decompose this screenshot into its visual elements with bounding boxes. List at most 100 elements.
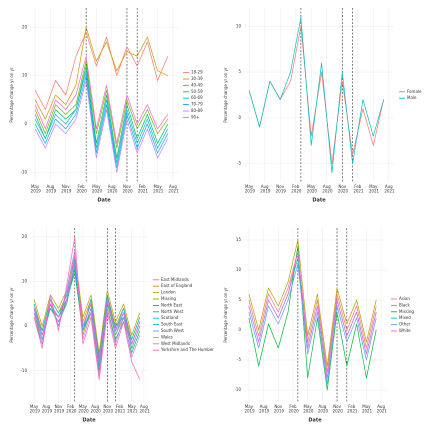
y-tick-label: -10 <box>20 368 27 373</box>
series-line <box>33 272 141 372</box>
x-tick-label: Aug 2021 <box>375 404 387 414</box>
x-tick-label: Nov 2020 <box>121 184 133 194</box>
legend-label: 90+ <box>191 114 199 119</box>
series-line <box>33 263 141 363</box>
legend-label: South East <box>161 322 183 327</box>
y-axis-label: Percentage change yr on yr <box>223 67 228 123</box>
y-tick-label: 0 <box>24 121 27 126</box>
x-tick-label: Nov 2019 <box>60 184 72 194</box>
series-line <box>33 236 141 381</box>
legend-label: Mixed <box>399 315 411 320</box>
legend-label: North East <box>161 302 183 307</box>
legend-label: 40-49 <box>191 82 203 87</box>
legend-label: Missing <box>399 309 414 314</box>
legend-label: 80-89 <box>191 108 203 113</box>
legend-label: Missing <box>161 296 176 301</box>
y-tick-label: 0 <box>24 323 27 328</box>
x-tick-label: Aug 2019 <box>45 184 57 194</box>
x-tick-label: Aug 2019 <box>259 184 271 194</box>
legend-label: East of England <box>161 283 193 288</box>
legend-label: White <box>399 328 411 333</box>
x-tick-label: Nov 2019 <box>274 184 286 194</box>
y-tick-label: 20 <box>22 24 28 29</box>
series-line <box>34 55 169 144</box>
y-tick-label: 10 <box>236 23 242 28</box>
legend-label: West Midlands <box>161 341 190 346</box>
series-line <box>34 60 169 149</box>
x-tick-label: Feb 2021 <box>114 404 126 414</box>
x-tick-label: May 2021 <box>126 404 138 414</box>
y-tick-label: 0 <box>238 115 241 120</box>
series-line <box>248 251 377 379</box>
legend-label: Wales <box>161 334 173 339</box>
x-tick-label: May 2021 <box>368 184 380 194</box>
x-tick-label: Aug 2019 <box>258 404 270 414</box>
x-tick-label: Aug 2021 <box>383 184 395 194</box>
series-line <box>34 26 168 120</box>
y-axis-label: Percentage change yr on yr <box>9 287 14 343</box>
series-line <box>33 249 141 376</box>
x-tick-label: Aug 2020 <box>321 184 333 194</box>
y-axis-label: Percentage change yr on yr <box>9 67 14 123</box>
legend-label: London <box>161 290 176 295</box>
series-line <box>33 258 141 358</box>
x-tick-label: May 2019 <box>243 184 255 194</box>
series-line <box>34 70 169 164</box>
legend-label: Other <box>399 322 411 327</box>
x-tick-label: Feb 2021 <box>346 404 358 414</box>
series-line <box>33 267 141 367</box>
y-tick-label: -10 <box>234 387 241 392</box>
series-line <box>248 245 377 391</box>
legend-label: 50-59 <box>191 89 203 94</box>
x-tick-label: Feb 2021 <box>137 184 149 194</box>
legend-label: North West <box>161 309 184 314</box>
y-tick-label: -5 <box>237 161 241 166</box>
y-tick-label: 5 <box>238 69 241 74</box>
x-tick-label: May 2020 <box>91 184 103 194</box>
series-line <box>34 31 169 110</box>
y-tick-label: 10 <box>22 279 28 284</box>
x-tick-label: May 2021 <box>152 184 164 194</box>
legend-label: 60-69 <box>191 95 203 100</box>
legend-label: Male <box>407 95 417 100</box>
legend-label: 30-39 <box>191 76 203 81</box>
x-tick-label: Feb 2020 <box>75 184 87 194</box>
x-tick-label: Aug 2020 <box>317 404 329 414</box>
y-axis-label: Percentage change yr on yr <box>223 287 228 343</box>
y-tick-label: 20 <box>22 234 28 239</box>
x-tick-label: Aug 2021 <box>138 404 150 414</box>
y-tick-label: 10 <box>22 73 28 78</box>
x-tick-label: May 2021 <box>361 404 373 414</box>
x-tick-label: Nov 2019 <box>273 404 285 414</box>
y-tick-label: 10 <box>236 267 242 272</box>
legend-label: Female <box>407 89 422 94</box>
x-axis-label: Date <box>312 198 326 204</box>
x-tick-label: Feb 2020 <box>290 184 302 194</box>
x-tick-label: Aug 2020 <box>106 184 118 194</box>
legend-label: Black <box>399 302 411 307</box>
legend-label: Scotland <box>161 315 179 320</box>
x-tick-label: Nov 2020 <box>331 404 343 414</box>
legend-label: 18-29 <box>191 70 203 75</box>
series-line <box>34 65 169 159</box>
series-line <box>33 254 141 354</box>
x-tick-label: Nov 2020 <box>102 404 114 414</box>
series-line <box>33 254 141 363</box>
series-line <box>248 251 377 373</box>
legend-label: Yorkshire and The Humber <box>160 347 214 352</box>
y-tick-label: -5 <box>237 357 241 362</box>
series-line <box>34 80 169 173</box>
legend-label: East Midlands <box>161 277 189 282</box>
x-tick-label: Feb 2020 <box>65 404 77 414</box>
series-line <box>248 263 377 385</box>
x-tick-label: Nov 2020 <box>337 184 349 194</box>
x-axis-label: Date <box>82 418 96 424</box>
x-axis-label: Date <box>308 418 322 424</box>
x-tick-label: May 2019 <box>29 184 41 194</box>
series-line <box>248 25 385 165</box>
x-tick-label: Feb 2020 <box>287 404 299 414</box>
